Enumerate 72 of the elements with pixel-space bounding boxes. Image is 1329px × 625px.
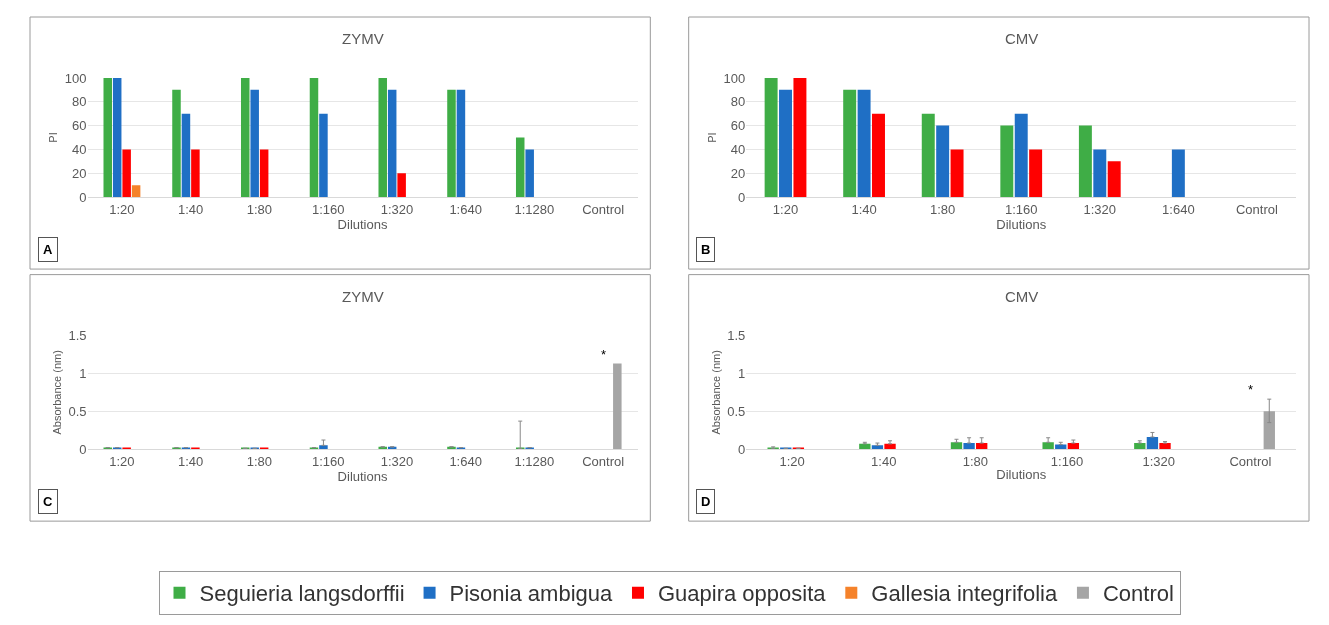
legend-label: Seguieria langsdorffii xyxy=(199,581,405,607)
x-tick-label: 1:40 xyxy=(178,201,204,217)
y-tick-label: 1.5 xyxy=(727,328,746,344)
x-tick-label: 1:40 xyxy=(871,453,897,469)
legend-label: Pisonia ambigua xyxy=(449,581,613,607)
y-axis-title: PI xyxy=(706,132,719,143)
chart-title: CMV xyxy=(1005,288,1039,305)
text: A xyxy=(43,242,53,257)
x-tick-label: Control xyxy=(1235,201,1278,217)
y-tick-label: 1 xyxy=(79,365,87,381)
x-tick-label: 1:80 xyxy=(246,201,273,217)
y-tick-label: 0.5 xyxy=(727,403,746,419)
y-tick-label: 1.5 xyxy=(68,328,87,344)
x-tick-label: 1:1280 xyxy=(514,453,555,469)
y-tick-label: 0 xyxy=(738,441,746,457)
text: D xyxy=(701,494,711,509)
y-tick-label: 100 xyxy=(723,70,746,86)
y-tick-label: 40 xyxy=(730,141,746,157)
x-tick-label: 1:160 xyxy=(1004,201,1038,217)
y-tick-label: 0 xyxy=(738,189,746,205)
x-tick-label: 1:160 xyxy=(1050,453,1084,469)
x-tick-label: 1:80 xyxy=(246,453,273,469)
x-tick-label: Control xyxy=(1229,453,1272,469)
x-tick-label: 1:320 xyxy=(1142,453,1175,469)
x-tick-label: 1:20 xyxy=(109,201,135,217)
x-tick-label: 1:40 xyxy=(851,201,877,217)
x-tick-label: 1:20 xyxy=(779,453,805,469)
x-tick-label: Control xyxy=(582,453,625,469)
y-tick-label: 0 xyxy=(79,441,87,457)
x-tick-label: 1:80 xyxy=(962,453,989,469)
x-tick-label: 1:320 xyxy=(1083,201,1117,217)
x-axis-title: Dilutions xyxy=(337,468,388,484)
x-axis-title: Dilutions xyxy=(996,216,1047,232)
x-tick-label: 1:320 xyxy=(380,201,414,217)
y-tick-label: 0 xyxy=(79,189,87,205)
y-tick-label: 60 xyxy=(730,118,746,134)
y-tick-label: 40 xyxy=(72,141,87,157)
y-tick-label: 20 xyxy=(730,165,746,181)
annotation: * xyxy=(1248,382,1254,397)
x-tick-label: Control xyxy=(582,201,625,217)
x-axis-title: Dilutions xyxy=(337,216,388,232)
x-tick-label: 1:1280 xyxy=(514,201,555,217)
legend-label: Control xyxy=(1102,581,1174,607)
annotation: * xyxy=(601,347,607,362)
x-tick-label: 1:320 xyxy=(380,453,414,469)
text: B xyxy=(701,242,711,257)
chart-title: CMV xyxy=(1005,30,1039,47)
y-tick-label: 20 xyxy=(72,165,87,181)
chart-title: ZYMV xyxy=(342,288,384,305)
x-tick-label: 1:20 xyxy=(772,201,799,217)
x-tick-label: 1:80 xyxy=(930,201,956,217)
x-tick-label: 1:640 xyxy=(449,453,482,469)
x-tick-label: 1:40 xyxy=(178,453,204,469)
y-axis-title: Absorbance (nm) xyxy=(709,350,722,435)
y-tick-label: 60 xyxy=(72,118,87,134)
x-tick-label: 1:160 xyxy=(311,201,345,217)
legend-label: Gallesia integrifolia xyxy=(871,581,1058,607)
y-axis-title: PI xyxy=(47,132,60,143)
x-tick-label: 1:640 xyxy=(1162,201,1195,217)
y-tick-label: 1 xyxy=(738,365,746,381)
text: C xyxy=(43,494,53,509)
chart-title: ZYMV xyxy=(342,30,384,47)
legend-label: Guapira opposita xyxy=(657,581,827,607)
x-tick-label: 1:640 xyxy=(449,201,482,217)
y-tick-label: 80 xyxy=(72,94,87,110)
y-tick-label: 0.5 xyxy=(68,403,87,419)
y-axis-title: Absorbance (nm) xyxy=(51,350,64,435)
y-tick-label: 80 xyxy=(730,94,746,110)
x-tick-label: 1:20 xyxy=(109,453,135,469)
x-axis-title: Dilutions xyxy=(996,467,1047,483)
y-tick-label: 100 xyxy=(64,70,87,86)
x-tick-label: 1:160 xyxy=(311,453,345,469)
